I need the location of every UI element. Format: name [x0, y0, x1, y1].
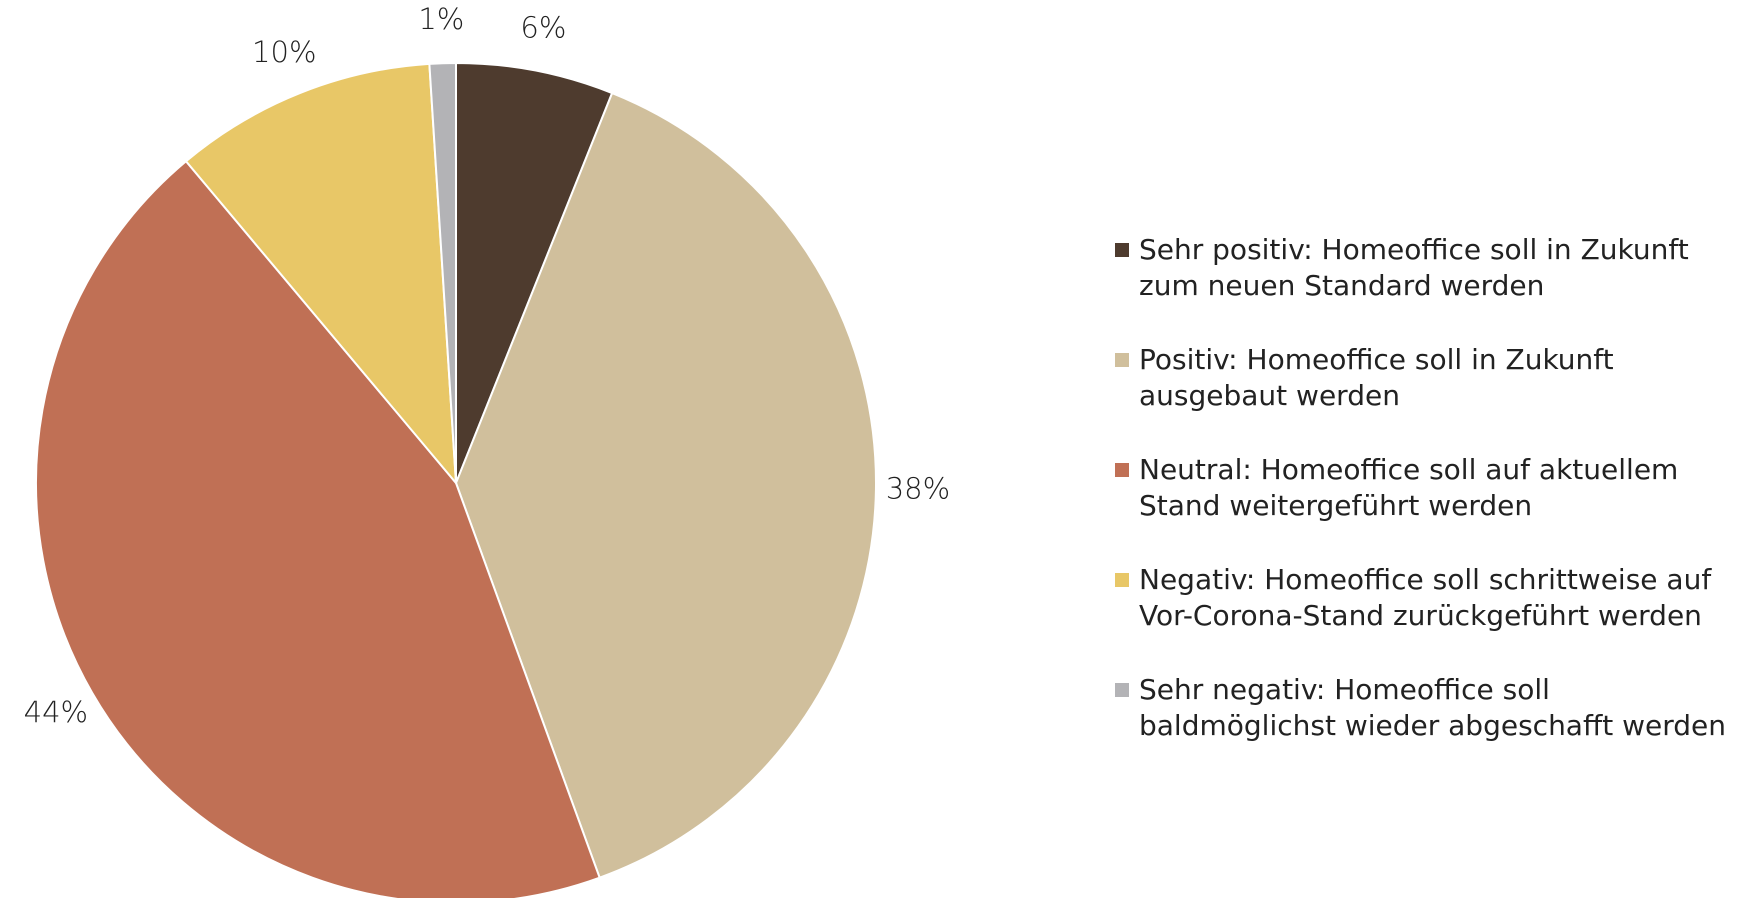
- pie-slice: [428, 61, 457, 484]
- data-label: 44%: [24, 695, 88, 729]
- data-label: 1%: [418, 2, 464, 36]
- legend-label: Sehr negativ: Homeoffice soll baldmöglic…: [1139, 673, 1727, 742]
- legend-swatch: [1115, 353, 1129, 367]
- pie-slice: [455, 61, 614, 484]
- legend-item: Sehr positiv: Homeoffice soll in Zukunft…: [1115, 232, 1755, 304]
- data-label: 38%: [886, 471, 950, 505]
- data-label: 10%: [252, 35, 316, 69]
- legend-label: Negativ: Homeoffice soll schrittweise au…: [1139, 563, 1712, 632]
- legend-item: Sehr negativ: Homeoffice soll baldmöglic…: [1115, 672, 1755, 744]
- legend-swatch: [1115, 463, 1129, 477]
- pie-slice: [454, 91, 877, 879]
- data-label: 6%: [520, 10, 566, 44]
- legend-item: Negativ: Homeoffice soll schrittweise au…: [1115, 562, 1755, 634]
- pie-slice: [184, 62, 458, 486]
- pie-slice: [35, 159, 601, 898]
- legend-label: Positiv: Homeoffice soll in Zukunft ausg…: [1139, 343, 1614, 412]
- legend-swatch: [1115, 573, 1129, 587]
- legend-swatch: [1115, 243, 1129, 257]
- legend-item: Positiv: Homeoffice soll in Zukunft ausg…: [1115, 342, 1755, 414]
- legend-label: Neutral: Homeoffice soll auf aktuellem S…: [1139, 453, 1679, 522]
- legend-label: Sehr positiv: Homeoffice soll in Zukunft…: [1139, 233, 1689, 302]
- legend: Sehr positiv: Homeoffice soll in Zukunft…: [1115, 232, 1755, 782]
- legend-item: Neutral: Homeoffice soll auf aktuellem S…: [1115, 452, 1755, 524]
- legend-swatch: [1115, 683, 1129, 697]
